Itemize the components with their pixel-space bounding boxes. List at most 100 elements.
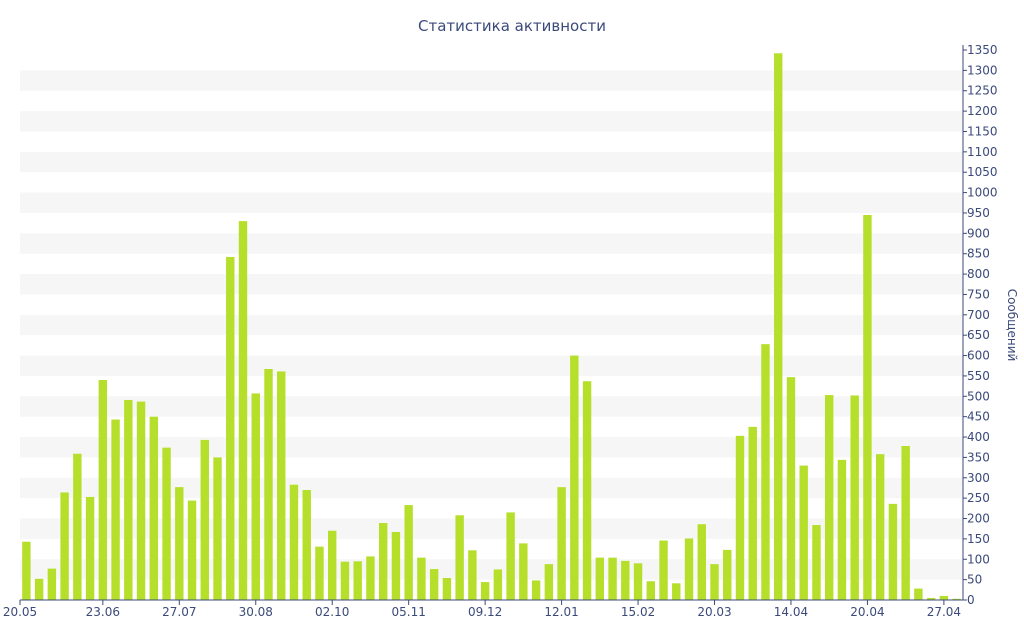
y-tick-label: 950	[967, 206, 990, 220]
bar	[570, 355, 579, 600]
y-tick-label: 50	[967, 573, 982, 587]
bar	[735, 435, 745, 600]
bar	[302, 490, 311, 600]
y-tick-label: 1250	[967, 84, 998, 98]
x-tick-label: 14.04	[774, 605, 808, 619]
x-tick-label: 20.05	[3, 605, 37, 619]
bar	[98, 380, 108, 600]
bar	[774, 53, 783, 600]
bar	[468, 550, 477, 600]
y-tick-label: 1000	[967, 186, 998, 200]
chart-title: Статистика активности	[418, 17, 606, 35]
bar	[672, 583, 681, 600]
bar	[340, 561, 350, 600]
bar	[404, 505, 413, 600]
bar	[289, 484, 299, 600]
bar	[162, 447, 171, 600]
bar	[926, 597, 936, 600]
bar	[812, 525, 821, 600]
x-tick-label: 02.10	[315, 605, 349, 619]
y-tick-label: 700	[967, 308, 990, 322]
y-axis-label: Сообщений	[1005, 289, 1019, 362]
bar	[939, 595, 949, 600]
y-tick-label: 750	[967, 287, 990, 301]
bar	[684, 538, 694, 600]
y-tick-label: 400	[967, 430, 990, 444]
bar	[417, 557, 426, 600]
grid-band	[20, 151, 963, 173]
bar	[837, 459, 847, 600]
bar	[493, 569, 503, 600]
bar	[391, 531, 401, 600]
bar	[22, 541, 31, 600]
bar	[582, 381, 592, 600]
y-tick-label: 800	[967, 267, 990, 281]
y-tick-label: 1150	[967, 124, 998, 138]
bar	[875, 454, 885, 600]
grid-band	[20, 111, 963, 132]
y-tick-label: 100	[967, 552, 990, 566]
bar	[353, 561, 362, 600]
y-tick-label: 650	[967, 328, 990, 342]
bar	[901, 446, 910, 600]
bar	[557, 487, 566, 600]
bar	[85, 496, 95, 600]
bar	[124, 399, 133, 600]
grid-band	[20, 192, 963, 213]
bar	[378, 523, 388, 600]
grid-band	[20, 396, 963, 417]
x-tick-label: 05.11	[391, 605, 425, 619]
bar	[480, 582, 490, 600]
grid-band	[20, 559, 963, 580]
bar	[315, 546, 324, 600]
bar	[621, 560, 630, 600]
bar	[786, 377, 796, 600]
bar	[47, 568, 57, 600]
y-tick-label: 150	[967, 532, 990, 546]
bar	[531, 580, 541, 600]
y-tick-label: 550	[967, 369, 990, 383]
bar	[519, 543, 528, 600]
bar	[595, 557, 605, 600]
grid-bands	[20, 70, 963, 580]
bar	[149, 416, 159, 600]
bar	[748, 426, 757, 600]
bars	[22, 53, 961, 601]
grid-band	[20, 314, 963, 336]
bar	[697, 524, 706, 600]
bar	[824, 395, 834, 600]
x-tick-label: 23.06	[86, 605, 120, 619]
bar	[799, 465, 808, 600]
bar	[213, 457, 222, 600]
bar	[175, 487, 184, 600]
bar	[277, 371, 286, 600]
bar	[506, 512, 515, 600]
x-tick-label: 12.01	[544, 605, 578, 619]
x-tick-label: 30.08	[239, 605, 273, 619]
bar	[264, 369, 273, 600]
grid-band	[20, 477, 963, 499]
bar	[544, 564, 554, 600]
x-tick-label: 15.02	[621, 605, 655, 619]
bar	[251, 393, 260, 600]
bar	[608, 557, 617, 600]
grid-band	[20, 437, 963, 458]
bar	[34, 578, 44, 600]
bar	[863, 215, 872, 600]
grid-band	[20, 274, 963, 295]
bar	[200, 439, 209, 600]
grid-band	[20, 70, 963, 91]
y-tick-label: 600	[967, 349, 990, 363]
grid-band	[20, 233, 963, 254]
x-tick-label: 27.04	[927, 605, 961, 619]
bar	[366, 556, 375, 600]
bar	[187, 500, 197, 600]
y-tick-label: 1100	[967, 145, 998, 159]
x-tick-label: 09.12	[468, 605, 502, 619]
y-tick-label: 450	[967, 410, 990, 424]
bar	[888, 503, 898, 600]
bar	[328, 530, 337, 600]
bar	[73, 453, 82, 600]
x-tick-label: 20.03	[697, 605, 731, 619]
